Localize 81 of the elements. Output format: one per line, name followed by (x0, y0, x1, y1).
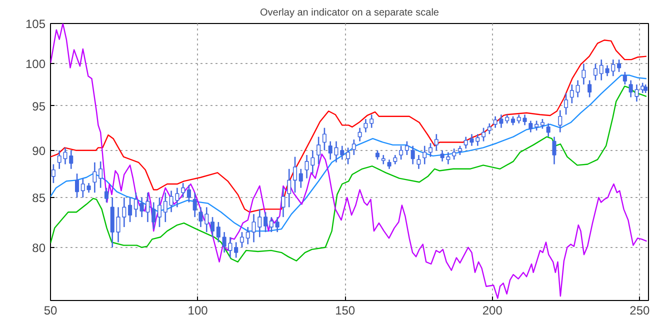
candlestick (80, 178, 85, 198)
y-tick-label: 90 (32, 144, 46, 158)
candlestick (292, 156, 298, 194)
candlestick (86, 182, 91, 194)
x-tick-label: 50 (44, 304, 58, 318)
candlestick (298, 168, 303, 188)
candlestick (434, 133, 438, 152)
candlestick (422, 145, 427, 165)
candlestick (346, 147, 350, 165)
candlestick (234, 242, 238, 258)
candlestick (287, 168, 292, 208)
y-tick-label: 85 (32, 190, 46, 205)
y-tick-label: 100 (25, 57, 46, 72)
candlestick (528, 120, 533, 133)
chart-title: Overlay an indicator on a separate scale (260, 8, 440, 18)
candlestick (482, 127, 486, 142)
candlestick (104, 187, 108, 203)
candlestick (404, 140, 409, 156)
candlestick (98, 160, 103, 188)
candlestick (546, 122, 550, 138)
candlestick (92, 162, 97, 194)
candlestick (246, 226, 250, 245)
candlestick (364, 118, 368, 133)
candlestick (269, 216, 274, 233)
x-tick-label: 100 (188, 304, 208, 318)
line-series (50, 40, 648, 213)
candlestick (452, 148, 456, 160)
candlestick (281, 187, 286, 218)
candlestick (393, 154, 398, 165)
candlestick (540, 118, 544, 130)
candlestick (522, 114, 527, 126)
candlestick (387, 158, 392, 170)
candlestick (264, 211, 268, 233)
candlestick (370, 114, 374, 128)
candlestick (240, 231, 244, 248)
candlestick (192, 192, 197, 218)
candlestick (216, 221, 220, 243)
candlestick (128, 196, 132, 223)
candlestick (410, 145, 415, 165)
candlestick (69, 150, 74, 170)
candlestick (582, 63, 586, 86)
line-series (50, 86, 648, 263)
candlestick (570, 84, 574, 104)
candlestick (210, 216, 215, 238)
candlestick (558, 110, 562, 133)
candlestick (552, 136, 556, 165)
candlestick (186, 184, 191, 203)
y-tick-label: 80 (32, 240, 46, 255)
candlestick (375, 150, 380, 160)
y-tick-label: 105 (25, 17, 46, 31)
candlestick (74, 172, 80, 198)
candlestick (458, 145, 462, 156)
x-tick-label: 200 (482, 304, 503, 318)
candlestick (622, 71, 627, 86)
candlestick (564, 92, 568, 116)
candlestick (122, 196, 126, 228)
candlestick (134, 192, 138, 218)
candlestick (593, 63, 598, 81)
candlestick (181, 182, 186, 198)
candlestick (157, 196, 162, 228)
candlestick (358, 127, 362, 142)
candlestick (428, 142, 433, 158)
candlestick (152, 202, 156, 230)
candlestick (275, 216, 280, 233)
candlestick (617, 58, 622, 73)
candlestick (576, 80, 580, 98)
candlestick (352, 138, 356, 156)
x-tick-label: 150 (335, 304, 356, 318)
candlestick (399, 145, 404, 160)
candlestick (416, 154, 421, 170)
line-series (50, 24, 648, 299)
candlestick (316, 136, 321, 165)
candlestick (487, 122, 492, 135)
candlestick (163, 192, 168, 223)
x-tick-label: 250 (630, 304, 650, 318)
y-tick-label: 95 (32, 99, 46, 114)
candlestick (322, 127, 326, 152)
candlestick (381, 154, 386, 165)
candlestick (51, 164, 56, 184)
candlestick (534, 120, 539, 132)
candlestick (588, 80, 592, 98)
